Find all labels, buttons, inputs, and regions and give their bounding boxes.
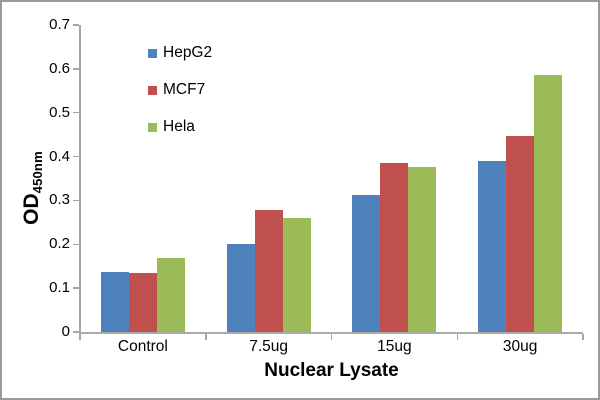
bar-mcf7-30ug xyxy=(506,135,535,332)
bar-mcf7-7.5ug xyxy=(254,210,283,332)
x-axis-tick xyxy=(79,334,81,340)
legend-item-hepg2: HepG2 xyxy=(148,44,213,61)
bar-mcf7-15ug xyxy=(380,162,409,332)
x-category-label: 30ug xyxy=(502,338,538,355)
bar-hepg2-control xyxy=(100,271,129,332)
x-axis-title: Nuclear Lysate xyxy=(264,360,399,381)
x-category-label: Control xyxy=(117,338,168,355)
bar-mcf7-control xyxy=(128,272,157,332)
bar-hela-control xyxy=(156,258,185,332)
legend-item-hela: Hela xyxy=(148,118,212,135)
y-axis-tick xyxy=(73,243,79,246)
legend-item-mcf7: MCF7 xyxy=(148,81,212,98)
y-tick-label: 0.3 xyxy=(49,191,70,209)
legend-label: Hela xyxy=(163,118,195,135)
plot-area: 0 0.1 0.2 0.3 0.4 0.5 0.6 0.7 Control 7.5ug 15ug 30… xyxy=(49,17,584,355)
bar-hepg2-7.5ug xyxy=(226,244,255,332)
legend-label: HepG2 xyxy=(163,44,213,61)
bar-hela-7.5ug xyxy=(282,217,311,332)
y-axis-tick xyxy=(73,24,79,26)
y-tick-label: 0.5 xyxy=(49,103,70,121)
y-tick-label: 0.2 xyxy=(49,235,70,253)
bar-hela-30ug xyxy=(534,75,563,332)
x-category-label: 15ug xyxy=(377,338,412,355)
x-axis-tick xyxy=(330,334,333,340)
legend-swatch-icon xyxy=(148,85,157,95)
y-axis-tick xyxy=(73,111,79,114)
bar-hela-15ug xyxy=(408,167,437,332)
y-axis-line xyxy=(79,25,81,332)
y-axis-tick xyxy=(73,199,79,202)
y-axis-tick xyxy=(73,331,79,333)
bar-hepg2-30ug xyxy=(478,160,507,332)
legend-swatch-icon xyxy=(148,48,157,58)
y-tick-label: 0.7 xyxy=(49,16,70,33)
legend-swatch-icon xyxy=(148,122,157,132)
y-axis-tick xyxy=(73,287,79,289)
x-category-label: 7.5ug xyxy=(249,338,289,355)
x-axis-line xyxy=(79,332,583,334)
y-tick-label: 0.1 xyxy=(49,279,70,297)
x-axis-tick xyxy=(582,334,584,340)
y-tick-label: 0.4 xyxy=(49,147,70,165)
x-axis-tick xyxy=(205,334,207,340)
legend: HepG2 MCF7 Hela xyxy=(148,44,213,157)
y-tick-label: 0 xyxy=(61,323,70,340)
x-axis-tick xyxy=(456,334,458,340)
bar-hepg2-15ug xyxy=(352,195,381,332)
y-axis-tick xyxy=(73,68,79,70)
y-axis-tick xyxy=(73,155,79,158)
legend-label: MCF7 xyxy=(163,81,206,98)
y-tick-label: 0.6 xyxy=(49,59,70,77)
